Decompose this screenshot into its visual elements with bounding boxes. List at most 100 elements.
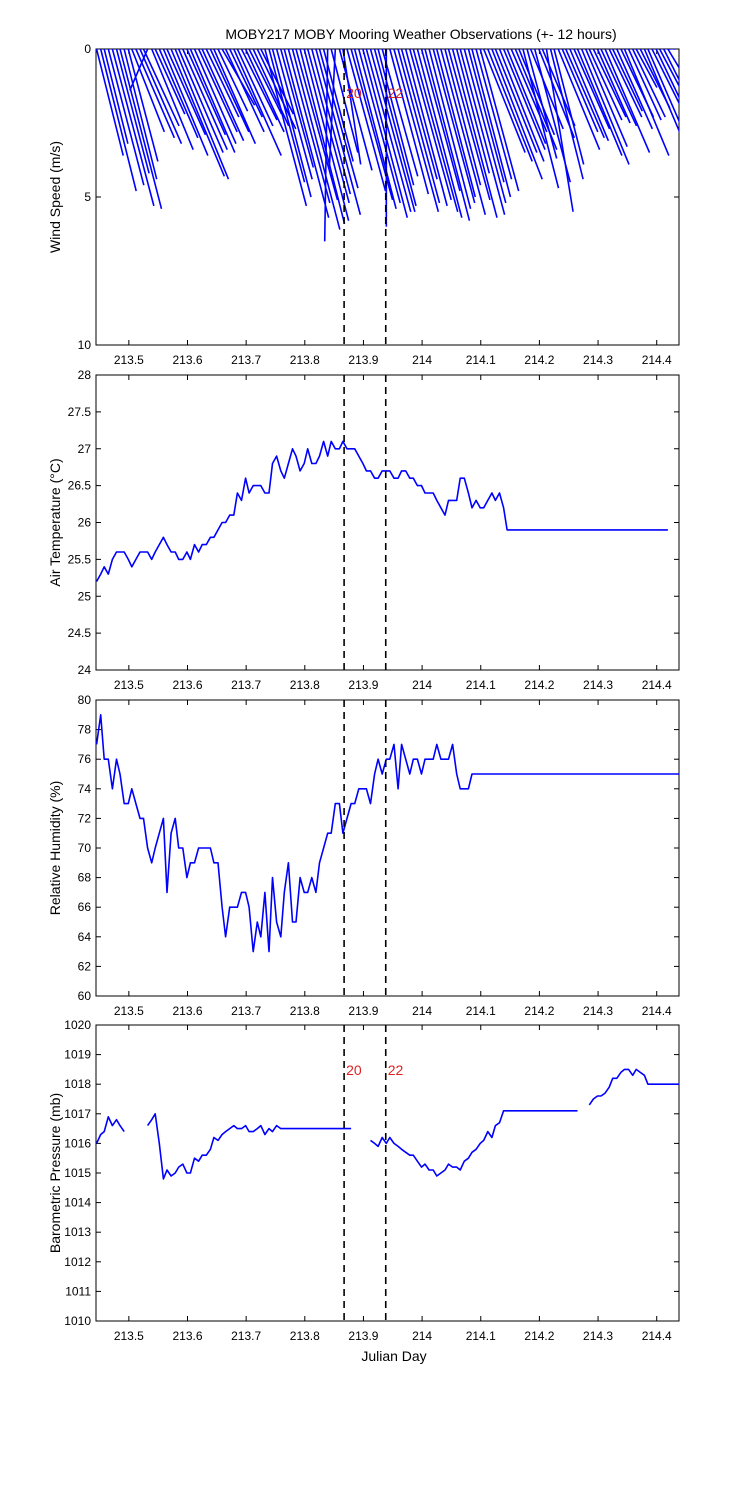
x-tick-label: 214.4 (642, 353, 672, 367)
wind-vector (487, 49, 533, 162)
y-tick-label: 1018 (64, 1077, 91, 1091)
wind-vector (99, 49, 137, 192)
data-series-line (96, 440, 668, 582)
figure-title: MOBY217 MOBY Mooring Weather Observation… (225, 26, 616, 42)
x-tick-label: 214.1 (466, 678, 496, 692)
wind-vector (616, 49, 654, 130)
x-tick-label: 213.8 (290, 353, 320, 367)
x-tick-label: 214 (412, 678, 432, 692)
wind-vector (435, 49, 477, 198)
wind-vector (651, 49, 679, 105)
data-series-line (146, 1113, 352, 1180)
wind-vector (596, 49, 631, 124)
x-tick-label: 213.9 (348, 678, 378, 692)
x-tick-label: 213.7 (231, 353, 261, 367)
wind-vector (604, 49, 651, 153)
wind-vector (553, 49, 585, 165)
wind-vector (447, 49, 491, 201)
wind-vector (135, 49, 176, 139)
wind-vector (585, 49, 628, 147)
wind-vector (588, 49, 623, 121)
wind-vector (170, 49, 226, 177)
data-layer (96, 713, 679, 953)
wind-vector (565, 49, 606, 139)
wind-vector (328, 49, 337, 168)
x-tick-label: 213.6 (172, 1329, 202, 1343)
wind-vector (545, 49, 574, 212)
x-tick-label: 214.1 (466, 353, 496, 367)
x-tick-label: 214 (412, 1004, 432, 1018)
wind-vector (389, 49, 430, 195)
wind-vector (416, 49, 463, 218)
wind-vector (229, 49, 264, 118)
wind-vector (213, 49, 257, 145)
x-tick-label: 213.8 (290, 1329, 320, 1343)
x-tick-label: 214.4 (642, 1004, 672, 1018)
y-tick-label: 74 (78, 782, 92, 796)
x-tick-label: 213.8 (290, 678, 320, 692)
wind-vector (444, 49, 482, 186)
wind-vector (115, 49, 150, 174)
wind-vector (561, 49, 599, 133)
wind-vector (623, 49, 670, 156)
data-layer (96, 440, 668, 582)
y-tick-label: 70 (78, 841, 92, 855)
x-tick-label: 213.9 (348, 1329, 378, 1343)
wind-vector (162, 49, 209, 156)
x-tick-label: 213.8 (290, 1004, 320, 1018)
wind-vector (647, 49, 679, 123)
wind-vector (205, 49, 240, 118)
wind-vector (252, 49, 290, 127)
x-tick-label: 214.2 (524, 353, 554, 367)
wind-vector (357, 49, 401, 204)
wind-vector (346, 49, 387, 192)
y-tick-label: 1020 (64, 1018, 91, 1032)
event-marker-label: 22 (388, 1062, 404, 1078)
y-tick-label: 28 (78, 368, 92, 382)
x-tick-label: 213.7 (231, 1004, 261, 1018)
wind-vector (240, 49, 278, 121)
y-tick-label: 24 (78, 663, 92, 677)
wind-vector (193, 49, 237, 145)
wind-vector (174, 49, 230, 180)
x-tick-label: 214.2 (524, 1004, 554, 1018)
wind-vector (631, 49, 666, 118)
wind-vector (608, 49, 643, 118)
wind-vector (201, 49, 245, 142)
wind-vector (209, 49, 250, 133)
wind-vector (455, 49, 491, 174)
y-tick-label: 1016 (64, 1136, 91, 1150)
wind-vector (592, 49, 627, 118)
wind-vector (502, 49, 546, 150)
wind-vector (627, 49, 662, 121)
wind-vector (111, 49, 155, 207)
wind-vector (182, 49, 228, 150)
wind-vector (96, 49, 125, 156)
y-tick-label: 1019 (64, 1048, 91, 1062)
x-tick-label: 213.9 (348, 1004, 378, 1018)
data-series-line (370, 1110, 578, 1177)
wind-vector (291, 49, 341, 230)
y-tick-label: 1010 (64, 1314, 91, 1328)
x-tick-label: 214.3 (583, 678, 613, 692)
wind-vector (248, 49, 283, 115)
y-tick-label: 24.5 (68, 626, 92, 640)
x-tick-label: 214.3 (583, 1329, 613, 1343)
x-tick-label: 213.6 (172, 678, 202, 692)
y-tick-label: 1012 (64, 1255, 91, 1269)
data-layer (96, 1068, 679, 1180)
event-marker-label: 20 (346, 1062, 362, 1078)
wind-vector (479, 49, 520, 192)
wind-vector (467, 49, 505, 183)
x-tick-label: 213.9 (348, 353, 378, 367)
x-tick-label: 213.5 (114, 678, 144, 692)
x-tick-label: 213.6 (172, 353, 202, 367)
event-marker-label: 20 (346, 85, 362, 101)
wind-vector (393, 49, 440, 213)
wind-vector (424, 49, 471, 221)
y-tick-label: 25.5 (68, 552, 92, 566)
y-tick-label: 72 (78, 811, 92, 825)
wind-vector (158, 49, 199, 139)
y-axis-label: Wind Speed (m/s) (47, 141, 63, 253)
x-tick-label: 214.3 (583, 1004, 613, 1018)
